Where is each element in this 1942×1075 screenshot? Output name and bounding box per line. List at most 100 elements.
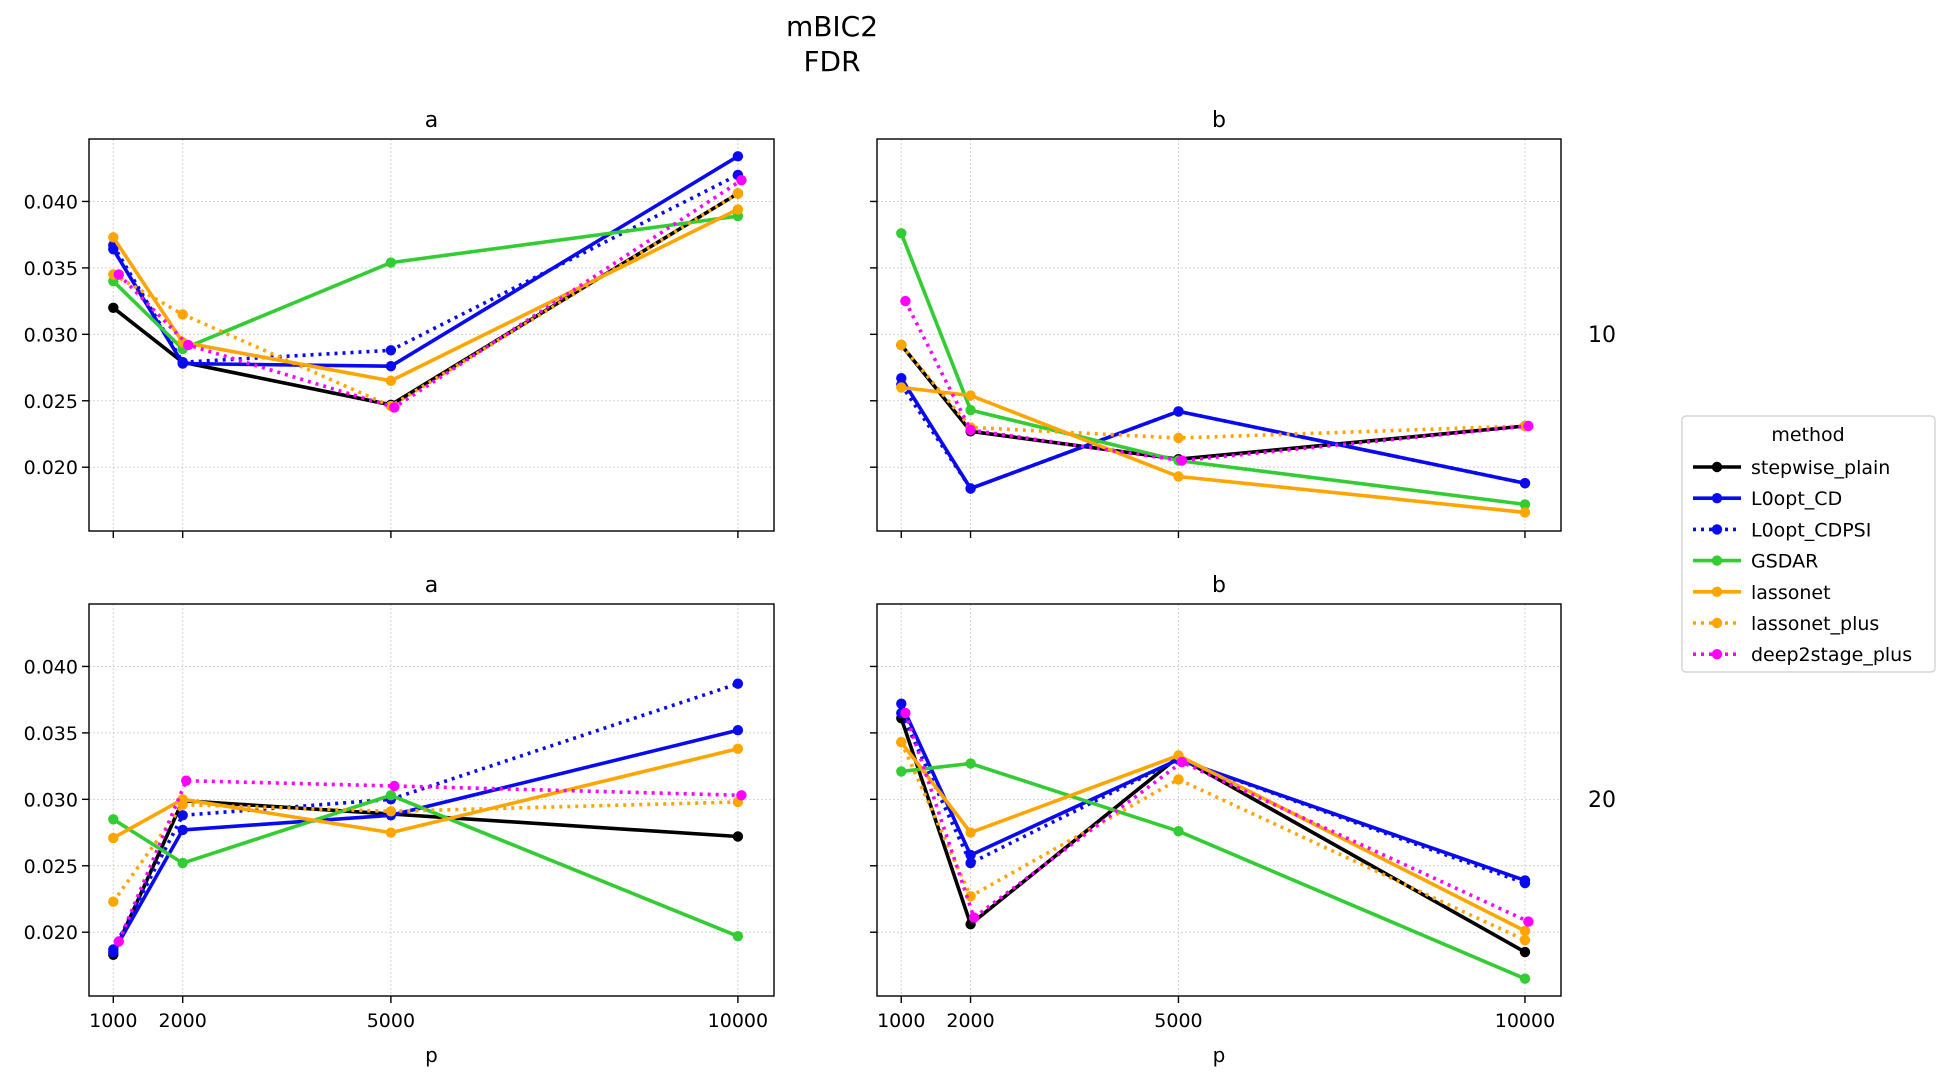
series-line-GSDAR: [901, 761, 1526, 981]
data-point-L0opt_CD: [896, 698, 907, 709]
legend-box: [1681, 415, 1936, 673]
data-point-L0opt_CDPSI: [965, 857, 976, 869]
legend-label-stepwise_plain: stepwise_plain: [1751, 457, 1890, 479]
data-point-lassonet: [732, 743, 744, 754]
data-point-GSDAR: [896, 766, 907, 777]
data-point-GSDAR: [732, 931, 744, 942]
data-point-L0opt_CD: [385, 361, 397, 372]
legend-label-GSDAR: GSDAR: [1751, 551, 1818, 573]
panel-title: b: [1212, 108, 1226, 133]
data-point-deep2stage_plus: [113, 269, 125, 280]
x-axis-label: p: [1213, 1043, 1226, 1067]
x-axis-label: p: [425, 1043, 438, 1067]
series-line-lassonet: [899, 741, 1526, 933]
series-line-lassonet_plus: [899, 741, 1526, 942]
series-line-lassonet_plus: [899, 343, 1526, 440]
series-line-GSDAR: [112, 214, 739, 351]
x-tick-label: 10000: [708, 1010, 768, 1032]
data-point-deep2stage_plus: [1523, 420, 1534, 432]
legend-label-L0opt_CDPSI: L0opt_CDPSI: [1751, 519, 1871, 541]
series-line-GSDAR: [112, 793, 739, 938]
panel-bottom-left: 0.020 0.025 0.030 0.035 0.040 1000 2000 5000 100…: [24, 573, 775, 1067]
legend-marker-GSDAR: [1711, 555, 1723, 566]
row-label-top: 10: [1588, 323, 1616, 348]
data-point-deep2stage_plus: [181, 775, 192, 786]
row-label-bottom: 20: [1588, 788, 1616, 813]
data-point-deep2stage_plus: [900, 295, 911, 307]
y-tick-label: 0.025: [24, 856, 78, 878]
data-point-lassonet_plus: [385, 806, 397, 817]
data-point-deep2stage_plus: [1176, 455, 1188, 466]
data-point-lassonet: [385, 827, 397, 838]
panel-top-right: b: [870, 108, 1562, 538]
legend: method stepwise_plain L0opt_CD L0opt_CDPSI…: [1681, 415, 1936, 673]
y-tick-label: 0.035: [24, 258, 78, 280]
data-point-GSDAR: [385, 257, 397, 268]
series-line-lassonet: [111, 207, 739, 383]
series-line-L0opt_CD: [111, 728, 739, 953]
y-tick-label: 0.030: [24, 324, 78, 346]
data-point-L0opt_CD: [732, 151, 744, 162]
data-point-L0opt_CDPSI: [1173, 406, 1184, 417]
data-point-L0opt_CDPSI: [177, 810, 188, 821]
data-point-L0opt_CDPSI: [1519, 478, 1531, 489]
data-point-lassonet: [1519, 925, 1531, 937]
data-point-stepwise_plain: [732, 831, 744, 842]
y-tick-label: 0.040: [24, 191, 78, 213]
data-point-L0opt_CDPSI: [177, 357, 188, 368]
panel-title: b: [1212, 573, 1226, 598]
data-point-lassonet_plus: [177, 799, 188, 810]
y-tick-label: 0.020: [24, 922, 78, 944]
x-tick-label: 2000: [159, 1010, 207, 1032]
data-point-GSDAR: [385, 790, 397, 801]
data-point-L0opt_CDPSI: [1519, 877, 1531, 889]
x-tick-label: 1000: [89, 1010, 137, 1032]
x-tick-label: 2000: [946, 1010, 994, 1032]
data-point-GSDAR: [108, 814, 119, 825]
series-line-lassonet: [901, 385, 1526, 515]
data-point-lassonet: [108, 232, 119, 243]
series-line-stepwise_plain: [899, 343, 1526, 462]
data-point-lassonet_plus: [177, 309, 188, 320]
panel-top-left: 0.020 0.025 0.030 0.035 0.040 a: [24, 108, 775, 538]
series-line-stepwise_plain: [112, 191, 739, 407]
data-point-deep2stage_plus: [113, 936, 125, 947]
series-line-stepwise_plain: [899, 717, 1526, 954]
x-tick-label: 5000: [367, 1010, 415, 1032]
series-line-L0opt_CDPSI: [111, 173, 739, 365]
data-point-lassonet_plus: [732, 188, 744, 199]
data-point-GSDAR: [1519, 973, 1531, 984]
data-point-deep2stage_plus: [900, 707, 911, 719]
data-point-lassonet: [385, 375, 397, 386]
axes-frame: [876, 138, 1562, 532]
data-point-lassonet_plus: [1173, 432, 1184, 444]
data-point-GSDAR: [965, 758, 976, 769]
data-point-deep2stage_plus: [968, 912, 980, 923]
data-point-L0opt_CDPSI: [385, 345, 397, 356]
data-point-lassonet: [965, 390, 976, 401]
data-point-lassonet_plus: [108, 896, 119, 907]
data-point-deep2stage_plus: [389, 402, 400, 413]
data-point-L0opt_CD: [732, 725, 744, 736]
data-point-deep2stage_plus: [736, 790, 747, 801]
series-line-deep2stage_plus: [117, 178, 743, 410]
data-point-lassonet: [896, 382, 907, 393]
data-point-lassonet: [732, 204, 744, 215]
series-line-L0opt_CD: [899, 377, 1526, 491]
data-point-lassonet: [1173, 471, 1184, 482]
series-line-deep2stage_plus: [903, 712, 1530, 924]
data-point-deep2stage_plus: [965, 424, 976, 436]
legend-marker-deep2stage_plus: [1711, 649, 1723, 660]
series-line-L0opt_CD: [899, 702, 1526, 883]
data-point-lassonet_plus: [1173, 774, 1184, 785]
y-tick-label: 0.025: [24, 391, 78, 413]
data-point-lassonet: [965, 827, 976, 838]
figure-title-line1: mBIC2: [786, 10, 878, 43]
series-line-lassonet_plus: [112, 191, 739, 408]
legend-marker-stepwise_plain: [1711, 461, 1723, 473]
data-point-lassonet_plus: [965, 891, 976, 902]
y-tick-label: 0.035: [24, 723, 78, 745]
data-point-GSDAR: [965, 404, 976, 416]
data-point-L0opt_CD: [965, 849, 976, 861]
legend-label-deep2stage_plus: deep2stage_plus: [1751, 644, 1912, 666]
